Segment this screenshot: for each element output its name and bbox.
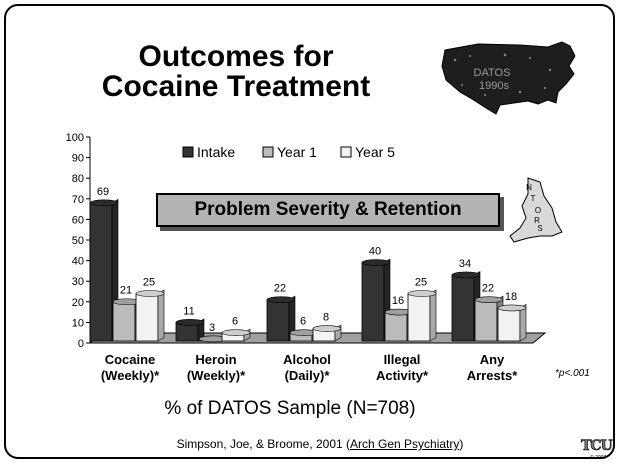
y-tick-label: 30 [72, 276, 84, 288]
citation-close: ) [459, 437, 464, 451]
bar-data-label: 34 [459, 258, 471, 270]
x-tick-label: Illegal Activity* [376, 352, 429, 383]
bar [135, 289, 165, 342]
y-tick-label: 20 [72, 297, 84, 309]
y-tick-label: 40 [72, 256, 84, 268]
y-tick-label: 60 [72, 214, 84, 226]
citation-journal: Arch Gen Psychiatry [350, 437, 460, 451]
legend-label: Year 1 [277, 144, 317, 160]
y-tick-label: 50 [72, 235, 84, 247]
title-line-1: Outcomes for [138, 40, 334, 73]
x-axis-title: % of DATOS Sample (N=708) [164, 398, 416, 419]
bar-top [312, 325, 342, 332]
bar-data-label: 18 [505, 291, 517, 303]
y-tick-label: 10 [72, 317, 84, 329]
x-tick-label-line: (Weekly)* [101, 368, 160, 383]
bar-side [429, 289, 437, 342]
citation-authors: Simpson, Joe, & Broome, 2001 ( [176, 437, 351, 451]
bar-body [361, 262, 385, 342]
bar-data-label: 11 [183, 305, 194, 317]
x-tick-label: Alcohol (Daily)* [283, 352, 331, 383]
x-tick-label-line: Illegal [384, 352, 421, 367]
bar [266, 295, 296, 342]
slide-title: Outcomes for Cocaine Treatment [101, 42, 371, 102]
bar-body [89, 202, 113, 342]
problem-severity-banner: Problem Severity & Retention [156, 193, 500, 227]
legend-label: Intake [197, 144, 235, 160]
bar [221, 328, 251, 342]
bar-data-label: 25 [415, 277, 427, 289]
y-tick-label: 70 [72, 194, 84, 206]
x-tick-label-line: Activity* [376, 368, 429, 383]
bar-data-label: 69 [97, 186, 109, 198]
y-tick-label: 90 [72, 153, 84, 165]
bar-body [266, 299, 290, 342]
x-tick-label-line: Arrests* [467, 368, 519, 383]
bar-top [221, 329, 251, 336]
bar-top [497, 304, 527, 312]
p-value-note: *p<.001 [555, 368, 590, 379]
x-tick-label-line: Alcohol [283, 352, 331, 367]
legend-swatch [262, 146, 274, 158]
bar-side [157, 289, 165, 342]
legend-label: Year 5 [355, 144, 395, 160]
legend-entry: Intake [182, 144, 235, 160]
bar [312, 324, 342, 342]
x-tick-label-line: (Weekly)* [187, 368, 246, 383]
bar-data-label: 3 [209, 322, 215, 334]
y-tick-label: 0 [78, 338, 84, 350]
tcu-logo-year: © 2007 [590, 455, 607, 461]
bar-top [407, 290, 437, 297]
bar-body [451, 274, 475, 342]
bar-data-label: 6 [232, 316, 238, 328]
title-line-2: Cocaine Treatment [101, 70, 371, 103]
x-tick-label-line: Any [480, 352, 505, 367]
bar [497, 303, 527, 342]
x-tick-label: Heroin (Weekly)* [187, 352, 246, 383]
bar-top [89, 199, 119, 207]
bar-data-label: 22 [274, 283, 286, 295]
citation: Simpson, Joe, & Broome, 2001 (Arch Gen P… [140, 437, 500, 451]
y-tick-label: 100 [66, 132, 84, 144]
bar-top [451, 271, 481, 279]
legend-swatch [340, 146, 352, 158]
bar-data-label: 22 [482, 283, 494, 295]
x-tick-label-line: Heroin [195, 352, 236, 367]
bar [407, 289, 437, 342]
bar-top [361, 259, 391, 266]
legend-entry: Year 1 [262, 144, 317, 160]
bar-body [474, 299, 498, 342]
bar-data-label: 6 [300, 316, 306, 328]
legend-swatch [182, 146, 194, 158]
x-tick-label-line: Cocaine [105, 352, 156, 367]
bar-side [519, 303, 527, 342]
bar-data-label: 21 [120, 285, 132, 297]
bar-top [135, 290, 165, 297]
bar-body [407, 293, 431, 342]
bar-body [112, 301, 136, 342]
legend-entry: Year 5 [340, 144, 395, 160]
bar-body [497, 307, 521, 342]
x-tick-label: Any Arrests* [467, 352, 519, 383]
bar-data-label: 40 [369, 246, 381, 258]
bar-data-label: 25 [143, 277, 155, 289]
x-tick-label: Cocaine (Weekly)* [101, 352, 160, 383]
y-tick-label: 80 [72, 173, 84, 185]
bar-top [175, 319, 205, 326]
tcu-logo: TCU [581, 438, 613, 455]
x-tick-label-line: (Daily)* [285, 368, 331, 383]
bar-top [266, 296, 296, 303]
bar-data-label: 8 [323, 312, 329, 324]
bar-top [474, 296, 504, 303]
bar-body [135, 293, 159, 342]
bar-data-label: 16 [392, 295, 404, 307]
bar-body [384, 311, 408, 342]
bar [175, 318, 205, 342]
